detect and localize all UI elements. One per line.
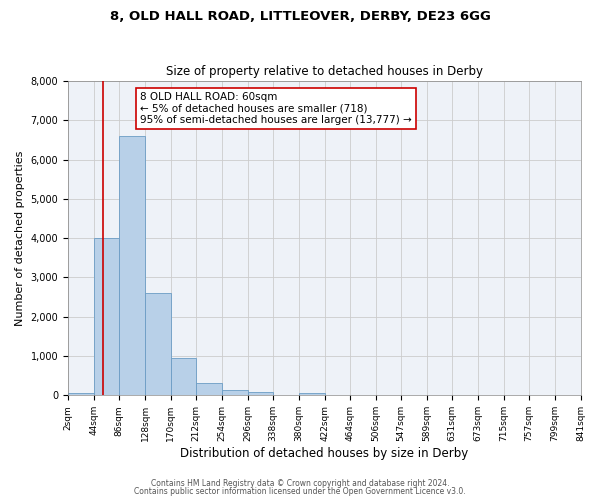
Bar <box>68 393 94 396</box>
Bar <box>299 393 325 396</box>
Y-axis label: Number of detached properties: Number of detached properties <box>15 150 25 326</box>
Bar <box>119 136 145 396</box>
Bar <box>170 358 196 396</box>
Bar <box>248 392 273 396</box>
Text: 8, OLD HALL ROAD, LITTLEOVER, DERBY, DE23 6GG: 8, OLD HALL ROAD, LITTLEOVER, DERBY, DE2… <box>110 10 490 23</box>
Text: 8 OLD HALL ROAD: 60sqm
← 5% of detached houses are smaller (718)
95% of semi-det: 8 OLD HALL ROAD: 60sqm ← 5% of detached … <box>140 92 412 126</box>
Title: Size of property relative to detached houses in Derby: Size of property relative to detached ho… <box>166 66 483 78</box>
Bar <box>94 238 119 396</box>
Bar <box>222 390 248 396</box>
Text: Contains HM Land Registry data © Crown copyright and database right 2024.: Contains HM Land Registry data © Crown c… <box>151 478 449 488</box>
Bar <box>196 383 222 396</box>
Text: Contains public sector information licensed under the Open Government Licence v3: Contains public sector information licen… <box>134 487 466 496</box>
X-axis label: Distribution of detached houses by size in Derby: Distribution of detached houses by size … <box>180 447 469 460</box>
Bar <box>145 293 170 396</box>
